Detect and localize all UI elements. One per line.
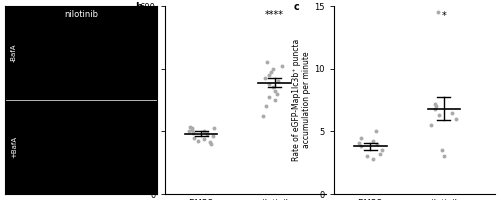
Y-axis label: Number of eGFP-Map1lc3b⁺
puncta: Number of eGFP-Map1lc3b⁺ puncta bbox=[118, 47, 137, 153]
Text: b: b bbox=[136, 2, 142, 12]
Point bbox=[434, 113, 442, 117]
Point bbox=[376, 152, 384, 155]
Y-axis label: Rate of eGFP-Map1lc3b⁺ puncta
accumulation per minute: Rate of eGFP-Map1lc3b⁺ puncta accumulati… bbox=[292, 39, 312, 161]
Point bbox=[270, 67, 278, 70]
Point bbox=[203, 133, 211, 136]
Point bbox=[206, 141, 214, 144]
Point bbox=[188, 128, 196, 131]
Point bbox=[266, 95, 274, 98]
Point bbox=[190, 136, 198, 139]
Point bbox=[427, 123, 435, 127]
Point bbox=[262, 61, 270, 64]
Point bbox=[189, 131, 197, 134]
Text: +BafA: +BafA bbox=[11, 136, 17, 158]
Text: *: * bbox=[442, 11, 446, 21]
Point bbox=[278, 64, 286, 67]
Point bbox=[434, 11, 442, 14]
Text: a: a bbox=[8, 10, 14, 20]
Point bbox=[372, 142, 380, 145]
Point bbox=[432, 107, 440, 110]
Text: c: c bbox=[294, 2, 299, 12]
Point bbox=[200, 130, 208, 133]
Point bbox=[378, 149, 386, 152]
Point bbox=[265, 73, 273, 77]
Point bbox=[188, 127, 196, 130]
Point bbox=[452, 117, 460, 120]
Point bbox=[269, 86, 277, 89]
Point bbox=[258, 114, 266, 117]
Point bbox=[358, 136, 366, 139]
Point bbox=[209, 134, 217, 138]
Point bbox=[363, 155, 371, 158]
Point bbox=[200, 138, 208, 141]
Point bbox=[440, 155, 448, 158]
Point bbox=[194, 139, 202, 142]
Point bbox=[432, 102, 440, 105]
Point bbox=[267, 70, 275, 73]
Point bbox=[262, 105, 270, 108]
Point bbox=[355, 141, 363, 144]
Point bbox=[207, 142, 215, 145]
Point bbox=[273, 92, 281, 95]
Point bbox=[186, 125, 194, 128]
Point bbox=[358, 145, 366, 148]
Point bbox=[438, 149, 446, 152]
Point bbox=[369, 157, 377, 161]
Point bbox=[261, 76, 269, 80]
Point bbox=[432, 105, 440, 108]
Text: nilotinib: nilotinib bbox=[64, 10, 98, 19]
Point bbox=[274, 80, 281, 83]
Point bbox=[184, 130, 192, 133]
Point bbox=[204, 131, 212, 134]
Point bbox=[271, 98, 279, 102]
Point bbox=[210, 127, 218, 130]
Point bbox=[448, 111, 456, 114]
Point bbox=[369, 140, 377, 143]
Text: ****: **** bbox=[265, 10, 284, 20]
Point bbox=[372, 130, 380, 133]
Point bbox=[271, 89, 279, 92]
Point bbox=[265, 83, 273, 86]
Text: -BafA: -BafA bbox=[11, 44, 17, 62]
